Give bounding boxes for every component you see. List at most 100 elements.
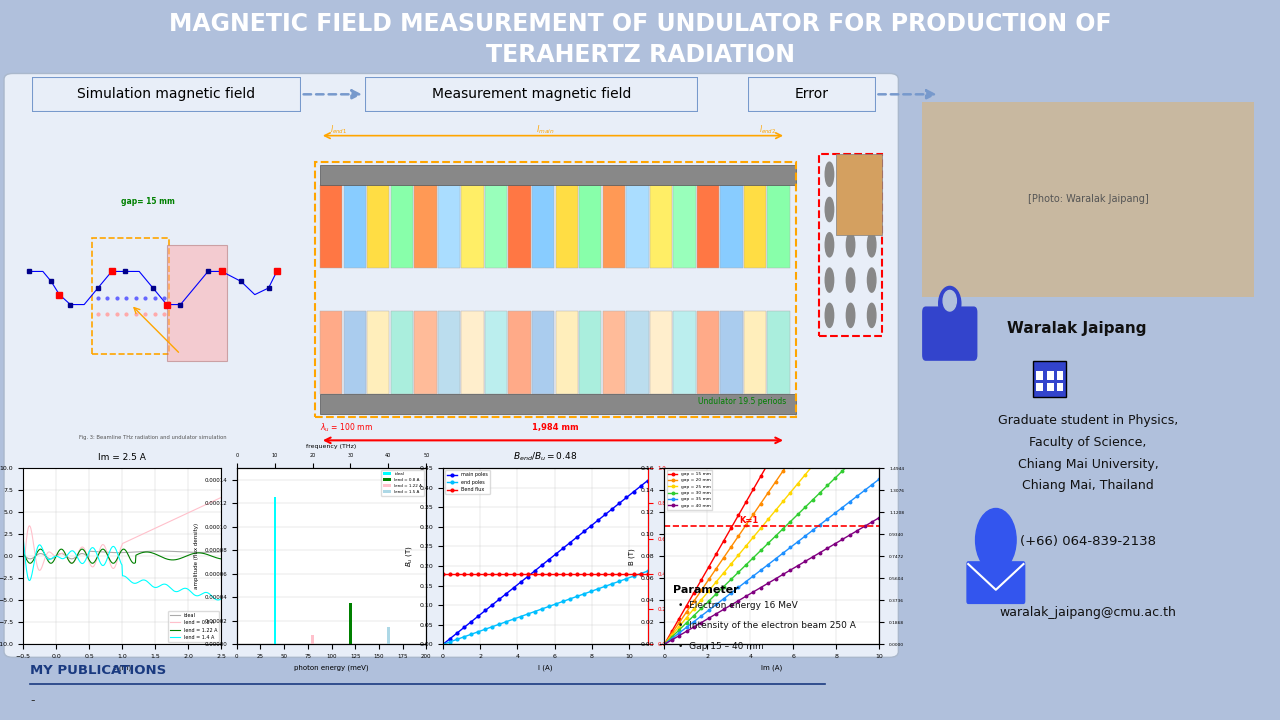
Bar xyxy=(343,311,366,394)
gap = 15 mm xyxy=(790,408,805,416)
Text: Undulator 19.5 periods: Undulator 19.5 periods xyxy=(698,397,786,406)
gap = 30 mm xyxy=(709,590,724,598)
Bar xyxy=(1047,371,1055,379)
Circle shape xyxy=(868,162,876,186)
gap = 30 mm xyxy=(850,452,865,461)
main poles xyxy=(527,567,543,575)
main poles xyxy=(612,499,627,508)
end poles xyxy=(576,590,591,598)
Line: lend = 1.4 A: lend = 1.4 A xyxy=(23,536,221,600)
gap = 30 mm xyxy=(678,618,694,627)
gap = 25 mm xyxy=(701,587,717,595)
lend = 0.8 A xyxy=(15,577,31,585)
gap = 20 mm xyxy=(731,532,746,541)
gap = 25 mm xyxy=(739,542,754,551)
Line: ideal: ideal xyxy=(23,551,221,559)
Bar xyxy=(320,185,342,268)
lend = 0.8 A xyxy=(93,541,109,550)
gap = 20 mm xyxy=(746,510,762,518)
gap = 35 mm xyxy=(827,509,842,518)
main poles xyxy=(463,618,479,626)
gap = 35 mm xyxy=(790,537,805,546)
Bend flux xyxy=(485,570,500,578)
lend = 0.8 A xyxy=(81,553,96,562)
FancyBboxPatch shape xyxy=(922,102,1254,297)
gap = 25 mm xyxy=(842,417,858,426)
gap = 40 mm xyxy=(856,522,872,531)
gap = 20 mm xyxy=(856,348,872,356)
Y-axis label: $B_u$ (T): $B_u$ (T) xyxy=(404,546,413,567)
gap = 30 mm xyxy=(835,467,850,475)
Text: MAGNETIC FIELD MEASUREMENT OF UNDULATOR FOR PRODUCTION OF
TERAHERTZ RADIATION: MAGNETIC FIELD MEASUREMENT OF UNDULATOR … xyxy=(169,12,1111,68)
Bend flux xyxy=(457,570,472,578)
end poles xyxy=(570,592,585,600)
gap = 20 mm xyxy=(864,337,879,346)
gap = 30 mm xyxy=(819,481,835,490)
gap = 20 mm xyxy=(694,586,709,595)
gap = 25 mm xyxy=(819,444,835,452)
Bend flux xyxy=(506,570,521,578)
Line: main poles: main poles xyxy=(442,479,649,646)
gap = 15 mm xyxy=(813,369,828,377)
Circle shape xyxy=(846,162,855,186)
gap = 40 mm xyxy=(835,535,850,544)
gap = 40 mm xyxy=(716,605,731,613)
gap = 30 mm xyxy=(739,561,754,570)
gap = 20 mm xyxy=(723,543,739,552)
Bar xyxy=(311,635,314,644)
lend = 1.22 A xyxy=(160,555,175,564)
FancyBboxPatch shape xyxy=(4,73,899,657)
Text: Graduate student in Physics,: Graduate student in Physics, xyxy=(998,414,1178,427)
main poles xyxy=(499,589,515,598)
Line: end poles: end poles xyxy=(442,570,649,646)
Bar xyxy=(532,185,554,268)
gap = 40 mm xyxy=(872,513,887,522)
Circle shape xyxy=(826,268,833,292)
end poles xyxy=(520,610,535,618)
gap = 20 mm xyxy=(797,434,813,443)
Circle shape xyxy=(868,233,876,257)
main poles xyxy=(471,612,486,621)
end poles xyxy=(443,637,458,646)
gap = 25 mm xyxy=(864,390,879,399)
lend = 1.22 A xyxy=(95,545,110,554)
lend = 1.22 A xyxy=(160,555,175,564)
Line: lend = 1.22 A: lend = 1.22 A xyxy=(23,549,221,563)
gap = 35 mm xyxy=(739,577,754,586)
gap = 15 mm xyxy=(819,356,835,364)
lend = 0.8 A xyxy=(214,493,229,502)
gap = 40 mm xyxy=(664,636,680,644)
Bar xyxy=(485,311,507,394)
gap = 30 mm xyxy=(805,495,820,504)
Line: gap = 30 mm: gap = 30 mm xyxy=(663,433,881,646)
main poles xyxy=(492,595,507,603)
Bend flux xyxy=(626,570,641,578)
gap = 15 mm xyxy=(686,588,701,597)
Y-axis label: B (T): B (T) xyxy=(628,548,635,564)
gap = 40 mm xyxy=(739,592,754,600)
gap = 30 mm xyxy=(760,539,776,548)
gap = 20 mm xyxy=(782,456,797,464)
lend = 1.4 A xyxy=(40,554,55,562)
main poles xyxy=(618,493,634,502)
gap = 25 mm xyxy=(716,569,731,577)
Bend flux xyxy=(590,570,605,578)
Bar xyxy=(367,311,389,394)
ideal xyxy=(40,553,55,562)
gap = 25 mm xyxy=(850,408,865,416)
Bend flux xyxy=(618,570,634,578)
gap = 15 mm xyxy=(864,278,879,287)
Text: gap= 15 mm: gap= 15 mm xyxy=(120,197,174,207)
end poles xyxy=(513,612,529,621)
end poles xyxy=(435,640,451,649)
gap = 35 mm xyxy=(657,640,672,649)
Bend flux xyxy=(576,570,591,578)
Bend flux xyxy=(471,570,486,578)
ideal xyxy=(44,554,59,563)
gap = 35 mm xyxy=(813,521,828,529)
gap = 15 mm xyxy=(731,510,746,519)
Bar xyxy=(438,311,460,394)
gap = 30 mm xyxy=(701,597,717,606)
gap = 40 mm xyxy=(657,640,672,649)
gap = 15 mm xyxy=(856,291,872,300)
